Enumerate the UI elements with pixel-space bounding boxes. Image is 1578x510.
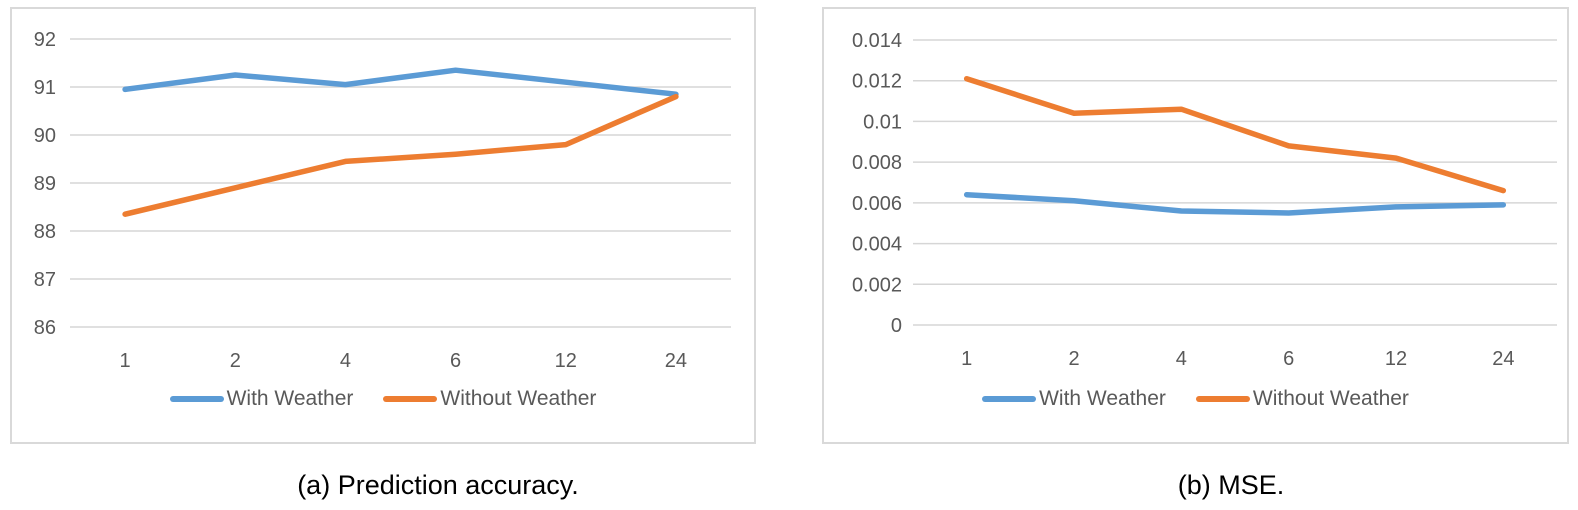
y-axis-label: 89 [34, 173, 56, 195]
y-axis-label: 0.002 [852, 274, 902, 296]
y-axis-label: 92 [34, 29, 56, 51]
x-axis-label: 12 [555, 350, 577, 372]
x-axis-label: 4 [340, 350, 351, 372]
y-axis-label: 0.004 [852, 234, 902, 256]
x-axis-label: 6 [450, 350, 461, 372]
y-axis-label: 86 [34, 317, 56, 339]
series-line-with-weather [122, 67, 679, 97]
y-axis-label: 90 [34, 125, 56, 147]
y-axis-label: 0.006 [852, 193, 902, 215]
y-axis-label: 87 [34, 269, 56, 291]
y-axis-label: 0.012 [852, 71, 902, 93]
chart-panel-prediction-accuracy: 92 91 90 89 88 87 86 1 2 4 6 12 24 With Weather With… [10, 7, 756, 444]
series-line-with-weather [963, 191, 1507, 216]
x-axis-label: 1 [120, 350, 131, 372]
y-axis-label: 0.01 [863, 111, 902, 133]
y-axis-label: 0 [891, 315, 902, 337]
series-line-without-weather [122, 93, 679, 217]
x-axis-label: 1 [961, 348, 972, 370]
x-axis-label: 2 [230, 350, 241, 372]
subfigure-caption-b: (b) MSE. [1177, 470, 1285, 500]
chart-panel-mse: 0.014 0.012 0.01 0.008 0.006 0.004 0.002 0 1 2 4 6 1… [822, 7, 1569, 444]
subfigure-caption-a: (a) Prediction accuracy. [297, 470, 579, 500]
x-axis-label: 2 [1068, 348, 1079, 370]
x-axis-label: 4 [1176, 348, 1187, 370]
y-axis-label: 91 [34, 77, 56, 99]
x-axis-label: 6 [1283, 348, 1294, 370]
x-axis-label: 24 [665, 350, 687, 372]
y-axis-label: 0.014 [852, 30, 902, 52]
y-axis-label: 88 [34, 221, 56, 243]
y-axis-label: 0.008 [852, 152, 902, 174]
x-axis-label: 24 [1492, 348, 1514, 370]
series-line-without-weather [963, 75, 1507, 194]
x-axis-label: 12 [1385, 348, 1407, 370]
